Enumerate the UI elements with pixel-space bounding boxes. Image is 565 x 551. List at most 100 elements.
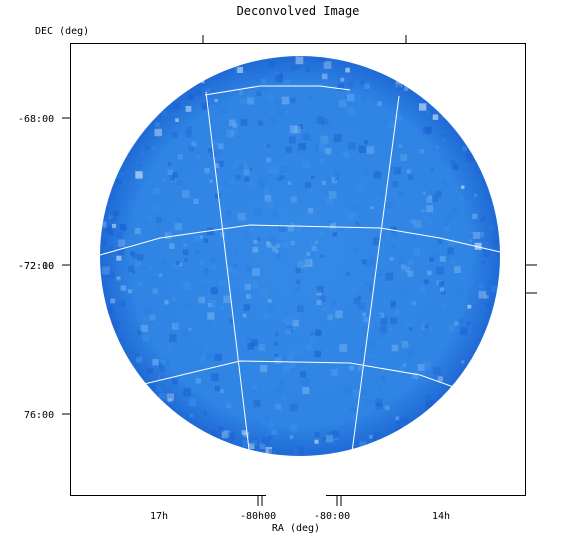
image-pixel	[234, 67, 239, 71]
image-pixel	[364, 83, 370, 89]
image-pixel	[285, 394, 291, 400]
image-pixel	[154, 128, 162, 137]
image-pixel	[474, 193, 478, 197]
image-pixel	[402, 363, 407, 368]
image-pixel	[203, 238, 208, 243]
image-pixel	[422, 191, 426, 195]
image-pixel	[224, 180, 231, 187]
image-pixel	[266, 144, 271, 148]
image-pixel	[361, 388, 368, 396]
image-pixel	[438, 393, 442, 398]
image-pixel	[245, 265, 252, 273]
image-pixel	[474, 242, 482, 250]
image-pixel	[286, 325, 294, 333]
image-pixel	[466, 154, 474, 162]
image-pixel	[435, 190, 442, 197]
image-pixel	[181, 328, 190, 337]
image-pixel	[369, 435, 373, 439]
coordinate-grid	[99, 85, 501, 467]
image-pixel	[478, 231, 485, 238]
image-pixel	[287, 353, 294, 361]
image-pixel	[397, 256, 404, 263]
image-pixel	[201, 383, 205, 387]
image-pixel	[120, 267, 126, 272]
image-pixel	[390, 231, 398, 239]
y-tick-label-overlap: -72:10	[18, 261, 54, 272]
image-pixel	[274, 357, 282, 365]
image-pixel	[420, 287, 425, 293]
image-pixel	[269, 117, 276, 125]
image-pixel	[262, 291, 266, 296]
image-pixel	[168, 231, 173, 236]
image-pixel	[188, 327, 192, 332]
image-pixel	[190, 259, 194, 263]
image-pixel	[295, 56, 304, 65]
image-pixel	[144, 144, 150, 150]
image-pixel	[193, 198, 199, 204]
image-pixel	[399, 190, 405, 196]
image-pixel	[318, 302, 323, 308]
image-pixel	[391, 180, 399, 188]
image-pixel	[379, 333, 385, 339]
image-pixel	[173, 263, 179, 269]
image-pixel	[426, 110, 430, 114]
image-pixel	[335, 310, 343, 319]
image-pixel	[417, 246, 421, 250]
image-pixel	[355, 222, 359, 226]
image-pixel	[280, 175, 285, 180]
image-pixel	[110, 214, 117, 221]
image-pixel	[209, 179, 213, 183]
image-pixel	[140, 270, 144, 274]
image-pixel	[372, 237, 381, 245]
image-pixel	[491, 285, 499, 293]
image-pixel	[264, 188, 270, 194]
image-pixel	[116, 247, 125, 256]
image-pixel	[393, 310, 400, 317]
image-pixel	[253, 420, 261, 429]
image-pixel	[182, 190, 190, 198]
image-pixel	[207, 292, 212, 297]
image-pixel	[364, 176, 368, 180]
image-pixel	[164, 300, 169, 305]
image-pixel	[458, 196, 464, 201]
image-pixel	[372, 436, 376, 440]
image-pixel	[128, 227, 135, 233]
image-pixel	[152, 359, 159, 366]
image-pixel	[275, 74, 283, 83]
image-pixel	[305, 67, 311, 72]
image-pixel	[246, 337, 252, 343]
image-pixel	[333, 134, 342, 143]
image-pixel	[189, 414, 194, 418]
image-pixel	[413, 249, 421, 257]
image-pixel	[206, 170, 210, 175]
image-pixel	[429, 257, 434, 262]
image-pixel	[319, 230, 326, 237]
image-pixel	[345, 67, 350, 73]
image-pixel	[436, 280, 442, 286]
image-pixel	[285, 328, 291, 334]
image-pixel	[399, 379, 404, 384]
image-pixel	[193, 235, 200, 242]
image-pixel	[423, 361, 431, 370]
image-pixel	[433, 253, 439, 259]
image-pixel	[380, 326, 387, 333]
image-pixel	[148, 264, 153, 270]
image-pixel	[211, 373, 219, 381]
image-pixel	[160, 374, 165, 380]
image-pixel	[148, 198, 152, 202]
image-pixel	[442, 304, 447, 309]
image-pixel	[289, 125, 298, 134]
image-pixel	[377, 101, 382, 106]
image-pixel	[244, 283, 251, 290]
image-pixel	[481, 260, 485, 264]
image-pixel	[398, 365, 404, 371]
image-pixel	[159, 366, 165, 372]
image-pixel	[243, 169, 250, 176]
image-pixel	[450, 258, 456, 264]
image-pixel	[363, 317, 368, 323]
image-pixel	[308, 188, 314, 194]
image-pixel	[352, 212, 358, 218]
image-pixel	[227, 430, 232, 434]
image-pixel	[268, 169, 272, 173]
image-pixel	[426, 217, 433, 224]
